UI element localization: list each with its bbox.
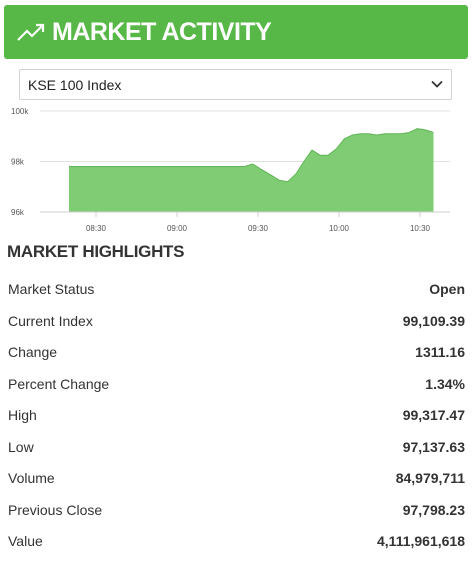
index-select-value: KSE 100 Index: [28, 76, 122, 93]
highlight-label: Current Index: [8, 312, 93, 329]
page-title: MARKET ACTIVITY: [52, 17, 272, 46]
highlight-value: 99,109.39: [402, 312, 465, 329]
highlight-row: Low 97,137.63: [0, 431, 476, 462]
x-tick-label: 09:30: [248, 224, 269, 233]
y-tick-label: 96k: [11, 208, 25, 217]
trend-up-icon: [17, 23, 45, 41]
highlight-value: Open: [429, 281, 465, 297]
market-highlights-title: MARKET HIGHLIGHTS: [7, 242, 185, 261]
highlight-row: Value 4,111,961,618: [0, 525, 476, 556]
index-chart: 100k 98k 96k 08:30 09:00 09:30 10:00 10:30: [11, 107, 450, 233]
y-tick-label: 98k: [11, 158, 25, 167]
highlight-label: Previous Close: [8, 501, 103, 518]
highlight-row: High 99,317.47: [0, 399, 476, 430]
x-tick-label: 10:00: [329, 224, 350, 233]
index-line-series: [69, 128, 434, 183]
x-tick-label: 10:30: [410, 224, 431, 233]
x-tick-label: 08:30: [86, 224, 107, 233]
highlight-label: Market Status: [8, 281, 95, 297]
highlight-row: Previous Close 97,798.23: [0, 494, 476, 525]
x-tick-label: 09:00: [167, 224, 188, 233]
market-activity-header: MARKET ACTIVITY: [4, 5, 468, 59]
highlight-value: 97,137.63: [402, 438, 465, 455]
highlight-label: High: [8, 407, 37, 423]
highlight-value: 97,798.23: [402, 501, 465, 518]
highlight-row: Change 1311.16: [0, 336, 476, 367]
y-tick-label: 100k: [11, 107, 29, 116]
highlight-label: Percent Change: [8, 375, 110, 392]
highlight-row: Market Status Open: [0, 273, 476, 304]
highlight-label: Volume: [8, 470, 55, 486]
highlight-row: Current Index 99,109.39: [0, 305, 476, 336]
highlight-value: 84,979,711: [395, 470, 465, 486]
chevron-down-icon: [431, 80, 443, 88]
highlight-label: Change: [8, 344, 58, 360]
highlight-value: 1.34%: [425, 375, 465, 392]
highlight-label: Value: [8, 533, 43, 549]
highlight-row: Volume 84,979,711: [0, 462, 476, 493]
index-select[interactable]: KSE 100 Index: [19, 69, 452, 100]
highlight-value: 99,317.47: [402, 407, 465, 423]
index-area-series: [69, 128, 434, 212]
highlight-value: 1311.16: [415, 344, 465, 360]
highlight-label: Low: [8, 438, 34, 455]
highlight-value: 4,111,961,618: [377, 533, 465, 549]
highlight-row: Percent Change 1.34%: [0, 368, 476, 399]
